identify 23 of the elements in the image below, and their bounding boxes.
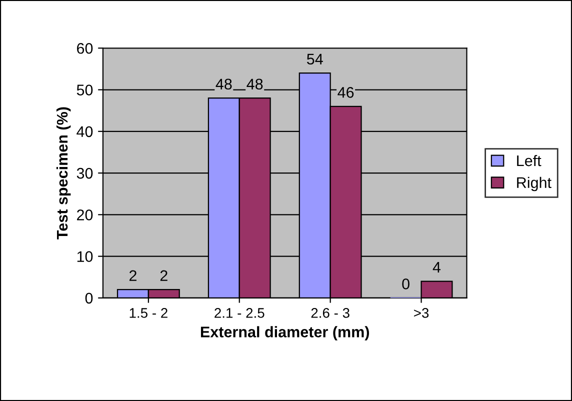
x-tick-label: 2.1 - 2.5 — [214, 308, 264, 318]
y-tick-label: 30 — [76, 168, 93, 179]
y-tick-label: 20 — [77, 210, 93, 220]
data-label: 48 — [246, 78, 263, 90]
data-label: 54 — [306, 54, 323, 65]
legend-label: Left — [517, 154, 542, 166]
y-tick-label: 10 — [77, 251, 93, 262]
x-tick-label: 1.5 - 2 — [130, 308, 168, 318]
y-tick-label: 40 — [76, 126, 93, 138]
data-label: 46 — [338, 87, 354, 98]
data-label: 4 — [432, 262, 441, 273]
data-label: 48 — [216, 78, 232, 90]
x-tick-label: >3 — [414, 308, 429, 318]
x-tick-label: 2.6 - 3 — [311, 308, 350, 318]
data-label: 2 — [160, 270, 168, 281]
y-tick-label: 0 — [85, 292, 93, 304]
y-axis-title: Test specimen (%) — [56, 107, 71, 240]
x-axis-title: External diameter (mm) — [200, 326, 370, 340]
data-label: 0 — [402, 278, 410, 290]
legend-label: Right — [517, 176, 552, 192]
data-label: 2 — [129, 270, 136, 281]
y-tick-label: 50 — [76, 84, 93, 96]
y-tick-label: 60 — [77, 42, 93, 54]
